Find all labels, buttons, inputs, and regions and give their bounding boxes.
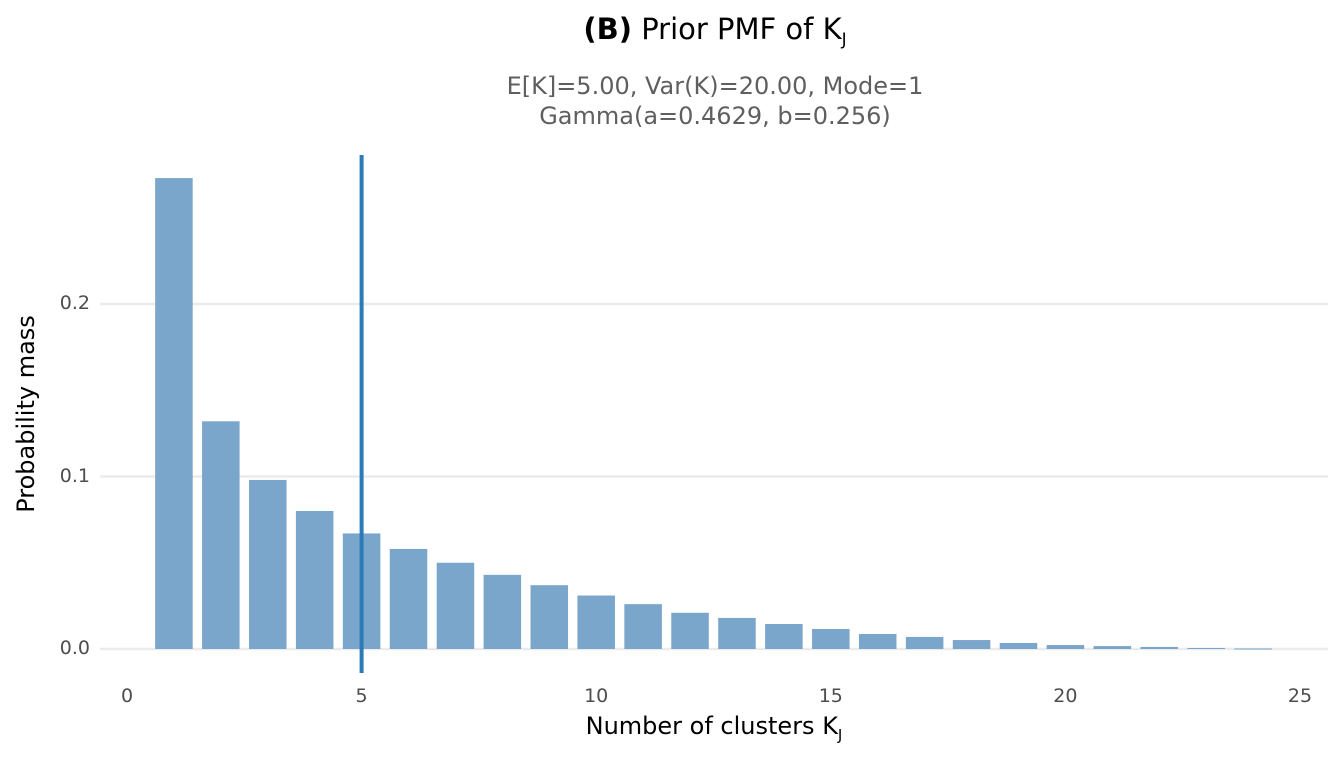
bar — [671, 612, 709, 649]
bar — [905, 636, 944, 649]
x-axis-title-text: Number of clusters K — [585, 712, 838, 740]
bar — [999, 642, 1038, 649]
y-tick-label: 0.0 — [59, 637, 90, 659]
bar — [389, 548, 428, 649]
bar — [1093, 646, 1132, 649]
chart-title: (B) Prior PMF of KJ — [0, 12, 1344, 50]
bar — [248, 479, 287, 649]
x-tick-label: 25 — [1287, 685, 1313, 707]
subtitle-line2: Gamma(a=0.4629, b=0.256) — [539, 102, 891, 130]
x-tick-label: 5 — [355, 685, 368, 707]
x-tick-label: 10 — [584, 685, 609, 707]
bar — [530, 585, 569, 649]
bar — [624, 604, 662, 649]
subtitle-line1: E[K]=5.00, Var(K)=20.00, Mode=1 — [506, 72, 924, 100]
bar — [483, 574, 522, 649]
bar — [155, 178, 193, 649]
title-panel-label: (B) — [583, 12, 632, 46]
title-text: Prior PMF of K — [641, 12, 842, 46]
x-tick-label: 20 — [1053, 685, 1078, 707]
bar — [1234, 648, 1272, 650]
bar — [577, 595, 615, 649]
bar — [858, 633, 897, 649]
title-subscript: J — [841, 30, 847, 50]
bar — [436, 562, 475, 649]
bar — [718, 617, 756, 649]
x-axis-title: Number of clusters KJ — [586, 712, 843, 744]
y-tick-label: 0.1 — [59, 464, 90, 487]
bar — [1140, 646, 1179, 649]
bar — [202, 421, 240, 649]
x-tick-label: 15 — [818, 685, 843, 707]
bar — [1046, 645, 1085, 649]
bar — [952, 640, 991, 649]
x-tick-label: 0 — [120, 685, 134, 707]
bar — [812, 628, 850, 649]
bar — [765, 623, 803, 649]
bar — [1187, 647, 1225, 649]
y-tick-label: 0.2 — [59, 292, 90, 314]
bar — [295, 511, 334, 649]
x-axis-title-subscript: J — [837, 726, 843, 744]
